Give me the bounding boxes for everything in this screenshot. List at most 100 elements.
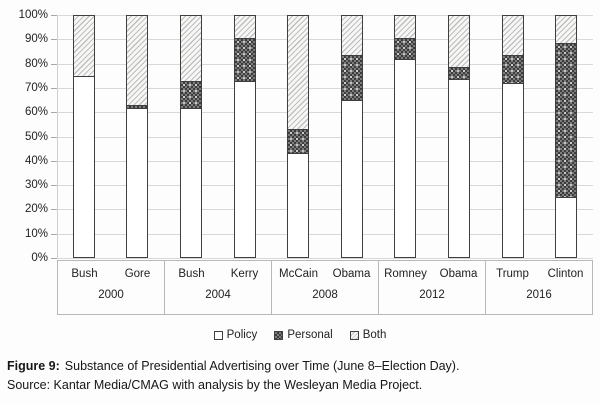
gridline	[57, 39, 593, 41]
xgroup-cell-2000: Bush Gore 2000	[58, 261, 164, 314]
gridline	[57, 258, 593, 259]
bar-groups	[57, 15, 593, 258]
candidate-names-row: Romney Obama	[379, 268, 485, 280]
plot-area	[57, 15, 593, 259]
legend-item-both: Both	[349, 329, 387, 341]
bar-trump-2016	[501, 15, 524, 258]
legend-label: Policy	[226, 329, 258, 341]
ytick-label: 0%	[31, 252, 48, 264]
bar-obama-2012	[448, 15, 470, 258]
ytick-mark	[51, 185, 57, 187]
bar-bush-2000	[72, 15, 95, 258]
ytick-mark	[51, 160, 57, 162]
bar-group-2000	[57, 15, 164, 258]
figure-caption: Figure 9: Substance of Presidential Adver…	[7, 357, 593, 395]
legend-swatch-both	[349, 330, 359, 340]
ytick-label: 90%	[24, 33, 48, 46]
candidate-label: Clinton	[547, 268, 584, 280]
bar-segment-policy	[127, 107, 148, 257]
xgroup-cell-2004: Bush Kerry 2004	[164, 261, 271, 314]
legend-label: Personal	[287, 329, 333, 341]
bar-mccain-2008	[287, 15, 310, 258]
year-label: 2000	[98, 289, 124, 301]
year-label: 2016	[526, 289, 552, 301]
bar-segment-policy	[341, 100, 362, 257]
bar-segment-both	[73, 16, 94, 77]
bar-bush-2004	[180, 15, 202, 258]
candidate-label: Bush	[71, 268, 98, 280]
candidate-label: Romney	[384, 268, 427, 280]
candidate-names-row: Bush Gore	[58, 268, 164, 280]
bar-segment-both	[449, 16, 469, 67]
bar-segment-both	[234, 16, 255, 38]
bar-segment-policy	[502, 83, 523, 257]
figure-number-label: Figure 9:	[7, 359, 60, 373]
bar-segment-personal	[341, 54, 362, 101]
bar-segment-policy	[556, 196, 577, 257]
candidate-names-row: McCain Obama	[272, 268, 378, 280]
bar-segment-policy	[234, 81, 255, 257]
ytick-mark	[51, 233, 57, 235]
legend-swatch-policy	[213, 330, 223, 340]
source-line: Source: Kantar Media/CMAG with analysis …	[7, 378, 423, 392]
x-axis-label-box: Bush Gore 2000 Bush Kerry 2004 McCain Obama 2008…	[57, 260, 593, 315]
ytick-label: 20%	[24, 203, 48, 216]
bar-segment-personal	[449, 66, 469, 79]
bar-group-2004	[164, 15, 271, 258]
gridline	[57, 185, 593, 187]
bar-segment-both	[341, 16, 362, 55]
legend-item-personal: Personal	[274, 329, 333, 341]
bar-group-2008	[271, 15, 378, 258]
bar-segment-both	[395, 16, 416, 38]
ytick-mark	[51, 258, 57, 259]
ytick-mark	[51, 39, 57, 41]
bar-segment-both	[502, 16, 523, 55]
caption-line: Figure 9: Substance of Presidential Adver…	[7, 357, 593, 376]
ytick-mark	[51, 112, 57, 114]
gridline	[57, 87, 593, 89]
gridline	[57, 63, 593, 65]
ytick-label: 50%	[24, 130, 48, 143]
bar-segment-both	[127, 16, 148, 106]
candidate-label: Trump	[496, 268, 529, 280]
legend: Policy Personal Both	[0, 329, 600, 341]
ytick-label: 70%	[24, 81, 48, 94]
candidate-label: McCain	[279, 268, 318, 280]
ytick-label: 60%	[24, 106, 48, 119]
year-label: 2008	[312, 289, 338, 301]
candidate-names-row: Bush Kerry	[165, 268, 271, 280]
xgroup-cell-2008: McCain Obama 2008	[271, 261, 378, 314]
bar-segment-personal	[556, 42, 577, 197]
bar-segment-personal	[234, 37, 255, 82]
legend-item-policy: Policy	[213, 329, 258, 341]
year-label: 2004	[205, 289, 231, 301]
candidate-label: Kerry	[230, 268, 259, 280]
ytick-label: 40%	[24, 154, 48, 167]
xgroup-cell-2016: Trump Clinton 2016	[485, 261, 592, 314]
legend-label: Both	[362, 329, 387, 341]
gridline	[57, 209, 593, 211]
year-label: 2012	[419, 289, 445, 301]
gridline	[57, 160, 593, 162]
bar-segment-personal	[502, 54, 523, 84]
bar-segment-both	[288, 16, 309, 130]
candidate-names-row: Trump Clinton	[486, 268, 592, 280]
ytick-mark	[51, 209, 57, 211]
bar-segment-personal	[181, 81, 201, 108]
figure-title-text: Substance of Presidential Advertising ov…	[64, 359, 460, 373]
bar-segment-policy	[181, 107, 201, 257]
candidate-label: Bush	[178, 268, 205, 280]
bar-segment-personal	[288, 129, 309, 154]
bar-group-2016	[486, 15, 593, 258]
bar-segment-policy	[395, 59, 416, 257]
legend-swatch-personal	[274, 330, 284, 340]
bar-segment-policy	[288, 153, 309, 257]
bar-segment-personal	[127, 105, 148, 108]
ytick-label: 10%	[24, 227, 48, 240]
bar-segment-personal	[395, 37, 416, 60]
ytick-label: 80%	[24, 57, 48, 70]
ytick-mark	[51, 63, 57, 65]
ytick-mark	[51, 136, 57, 138]
candidate-label: Obama	[439, 268, 478, 280]
